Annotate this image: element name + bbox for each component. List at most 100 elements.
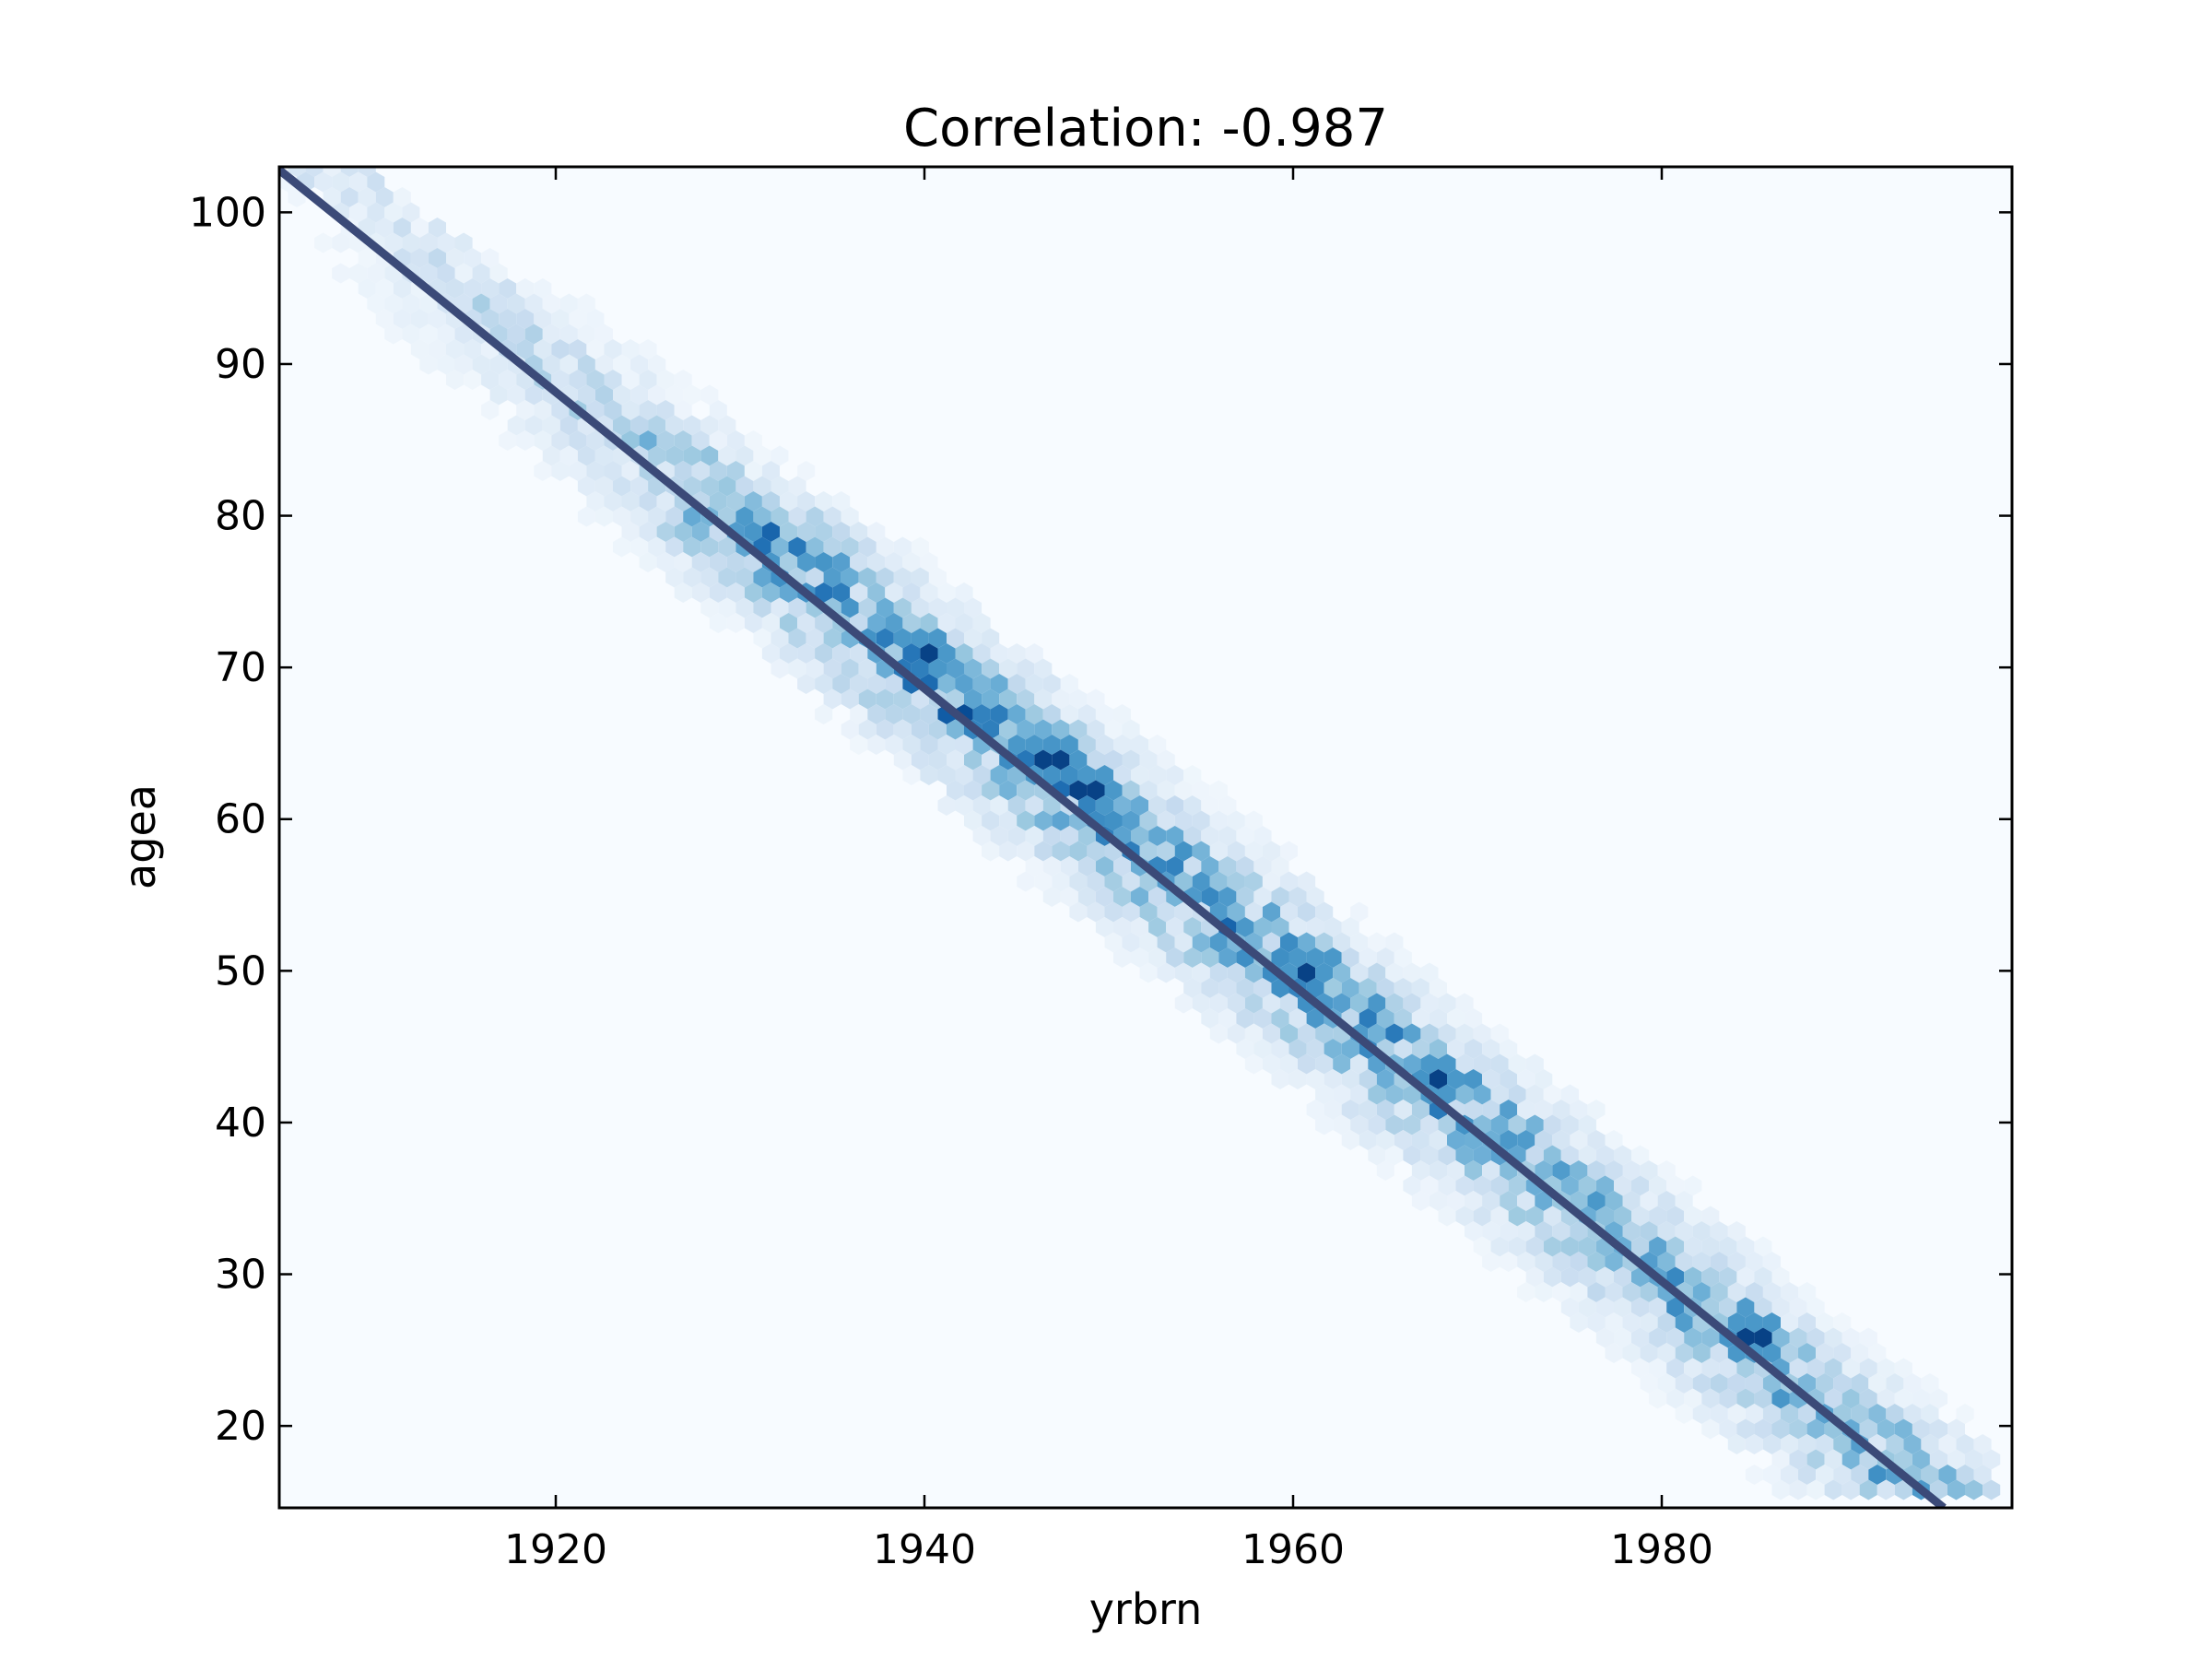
hexbin-cell [1122,901,1140,923]
hexbin-cell [481,248,500,268]
hexbin-cell [1333,1114,1351,1135]
hexbin-cell [683,384,701,406]
hexbin-cell [735,597,754,618]
hexbin-cell [1465,1039,1483,1059]
hexbin-cell [639,339,657,359]
hexbin-cell [911,597,929,618]
hexbin-cell [1657,1252,1676,1272]
hexbin-cell [1771,1418,1790,1440]
hexbin-cell [586,339,605,359]
hexbin-cell [850,522,868,542]
hexbin-cell [1174,901,1193,923]
hexbin-cell [1781,1282,1798,1302]
hexbin-cell [1104,749,1123,771]
hexbin-cell [1420,1053,1439,1075]
hexbin-cell [1333,962,1351,983]
hexbin-cell [1649,1327,1667,1348]
hexbin-cell [1007,795,1026,816]
hexbin-cell [1042,735,1061,755]
hexbin-cell [559,445,578,466]
hexbin-cell [559,293,578,314]
hexbin-cell [1535,1100,1553,1120]
hexbin-cell [594,445,613,466]
hexbin-cell [1350,932,1369,953]
hexbin-cell [964,628,982,649]
hexbin-cell [542,445,560,466]
hexbin-cell [1535,1069,1553,1089]
hexbin-cell [1192,932,1210,953]
hexbin-cell [1288,1008,1307,1029]
hexbin-cell [1017,780,1035,801]
hexbin-cell [920,552,938,572]
hexbin-cell [1192,810,1210,831]
hexbin-cell [1701,1418,1720,1440]
hexbin-cell [674,400,692,420]
hexbin-cell [832,522,851,542]
hexbin-cell [542,324,560,345]
hexbin-cell [621,339,640,359]
hexbin-cell [850,552,868,572]
hexbin-cell [1587,1252,1606,1272]
hexbin-cell [534,461,552,481]
hexbin-cell [1983,1479,2001,1500]
hexbin-cell [902,735,921,755]
hexbin-cell [1166,826,1184,846]
hexbin-cell [972,795,991,816]
hexbin-cell [1649,1358,1667,1379]
hexbin-cell [1007,826,1026,846]
hexbin-cell [1578,1114,1596,1135]
hexbin-cell [1017,810,1035,831]
hexbin-cell [858,567,877,588]
hexbin-cell [920,613,938,633]
hexbin-cell [1762,1404,1781,1424]
hexbin-cell [367,171,385,193]
hexbin-cell [1306,947,1324,968]
hexbin-cell [1148,887,1167,907]
hexbin-cell [499,309,517,329]
hexbin-cell [1034,658,1053,679]
hexbin-cell [823,567,841,588]
hexbin-cell [1692,1282,1711,1302]
hexbin-cell [990,704,1008,724]
hexbin-cell [1552,1130,1571,1150]
y-tick-label: 30 [215,1252,266,1299]
hexbin-cell [402,202,420,223]
hexbin-cell [1148,947,1167,968]
hexbin-cell [885,735,903,755]
hexbin-cell [1886,1373,1904,1394]
hexbin-cell [718,445,736,466]
hexbin-cell [1560,1084,1579,1105]
hexbin-cell [691,522,710,542]
axis-ticks: 1920 1940 1960 1980 20 30 40 50 60 70 80 90 100 [189,167,2012,1573]
hexbin-cell [788,658,806,679]
hexbin-cell [841,719,859,740]
hexbin-cell [999,658,1018,679]
hexbin-cell [1341,917,1359,937]
hexbin-cell [797,643,816,664]
hexbin-cell [1614,1266,1631,1288]
hexbin-cell [1438,1175,1456,1196]
hexbin-cell [972,674,991,694]
y-tick-label: 20 [215,1403,266,1450]
hexbin-cell [1605,1343,1623,1363]
hexbin-cell [893,597,912,618]
hexbin-cell [410,218,429,238]
hexbin-cell [1394,1100,1412,1120]
hexbin-cell [1271,856,1289,877]
hexbin-cell [1113,795,1131,816]
hexbin-cell [937,613,956,633]
hexbin-cell [1903,1373,1922,1394]
hexbin-cell [1025,704,1043,724]
hexbin-cell [911,658,929,679]
hexbin-cell [621,400,640,420]
hexbin-cell [1227,1023,1245,1044]
hexbin-cell [1806,1358,1825,1379]
hexbin-cell [780,491,798,512]
hexbin-cell [604,370,622,390]
hexbin-cell [1315,1053,1334,1075]
hexbin-cell [577,354,595,375]
hexbin-cell [1851,1465,1869,1485]
hexbin-cell [604,491,622,512]
hexbin-cell [1333,1053,1351,1075]
hexbin-cell [534,278,552,299]
